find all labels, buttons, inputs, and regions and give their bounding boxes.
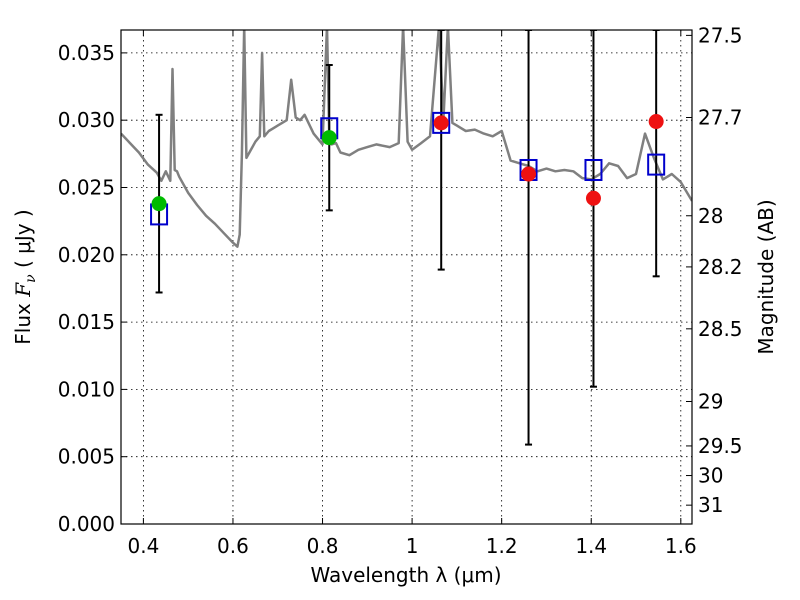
- magnitude-tick-label: 27.5: [698, 23, 743, 47]
- nondetection-point: [648, 114, 664, 130]
- data-layer: [121, 30, 692, 446]
- y-tick-label: 0.030: [58, 108, 115, 132]
- magnitude-tick-label: 31: [698, 493, 723, 517]
- y-tick-label: 0.000: [58, 512, 115, 536]
- y-axis-label-symbol: F: [11, 282, 35, 298]
- y-tick-label: 0.010: [58, 377, 115, 401]
- magnitude-tick-label: 28.2: [698, 255, 743, 279]
- x-tick-label: 1.2: [486, 534, 518, 558]
- detection-point: [321, 130, 337, 146]
- y-axis-label-subscript: ν: [23, 274, 39, 283]
- y-tick-label: 0.015: [58, 310, 115, 334]
- magnitude-tick-label: 29.5: [698, 434, 743, 458]
- nondetection-point: [585, 190, 601, 206]
- model-spectrum-line: [121, 30, 692, 248]
- y-axis-label: Flux Fν ( μJy ): [11, 209, 39, 344]
- magnitude-tick-label: 27.7: [698, 105, 743, 129]
- magnitude-tick-label: 30: [698, 464, 723, 488]
- magnitude-tick-label: 28.5: [698, 317, 743, 341]
- nondetection-point: [433, 115, 449, 131]
- magnitude-tick-label: 28: [698, 204, 723, 228]
- y-tick-label: 0.020: [58, 243, 115, 267]
- x-tick-label: 0.8: [307, 534, 339, 558]
- y-axis-label-suffix: ( μJy ): [11, 209, 35, 274]
- model-photometry-box: [647, 153, 666, 176]
- y-tick-label: 0.005: [58, 445, 115, 469]
- x-tick-label: 1: [406, 534, 419, 558]
- magnitude-axis-label: Magnitude (AB): [754, 199, 778, 354]
- magnitude-tick-label: 29: [698, 390, 723, 414]
- model-photometry-box: [584, 158, 603, 181]
- y-axis-label-prefix: Flux: [11, 297, 35, 345]
- x-tick-label: 1.4: [575, 534, 607, 558]
- x-tick-label: 0.4: [127, 534, 159, 558]
- y-tick-label: 0.035: [58, 41, 115, 65]
- plot-frame: [120, 29, 693, 525]
- x-tick-label: 0.6: [217, 534, 249, 558]
- x-axis-label: Wavelength λ (μm): [310, 563, 501, 587]
- model-photometry-box: [432, 111, 451, 134]
- nondetection-point: [521, 166, 537, 182]
- y-tick-label: 0.025: [58, 175, 115, 199]
- axis-ticks: 0.4 0.6 0.8 1 1.2 1.4 1.6 0.000 0.005 0.010 0.015 0…: [58, 23, 743, 558]
- x-tick-label: 1.6: [665, 534, 697, 558]
- detection-point: [151, 196, 167, 212]
